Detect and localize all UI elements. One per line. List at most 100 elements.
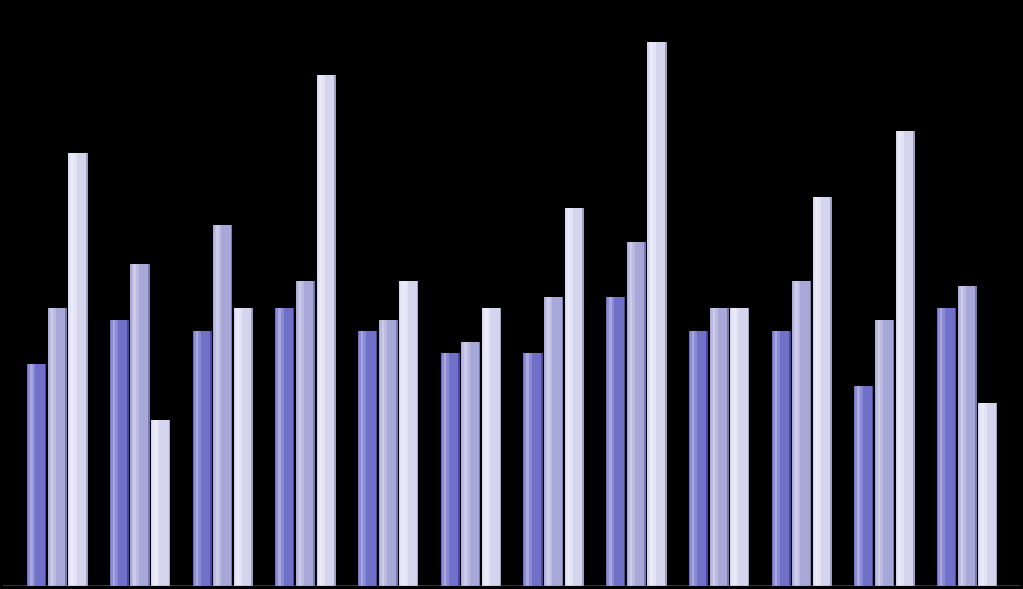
- Bar: [133, 264, 136, 586]
- Bar: [630, 241, 632, 586]
- Bar: [299, 280, 302, 586]
- Bar: [402, 280, 405, 586]
- Bar: [880, 319, 894, 586]
- Bar: [627, 241, 644, 586]
- Bar: [941, 309, 957, 586]
- Bar: [875, 319, 892, 586]
- Bar: [296, 280, 313, 586]
- Bar: [151, 419, 169, 586]
- Bar: [487, 309, 501, 586]
- Bar: [321, 75, 336, 586]
- Bar: [525, 353, 532, 586]
- Bar: [461, 342, 479, 586]
- Bar: [49, 309, 56, 586]
- Bar: [795, 280, 798, 586]
- Bar: [280, 309, 295, 586]
- Bar: [711, 309, 718, 586]
- Bar: [978, 403, 996, 586]
- Bar: [72, 153, 74, 586]
- Bar: [900, 131, 915, 586]
- Bar: [895, 131, 914, 586]
- Bar: [771, 330, 789, 586]
- Bar: [297, 280, 304, 586]
- Bar: [566, 209, 573, 586]
- Bar: [570, 209, 584, 586]
- Bar: [878, 319, 881, 586]
- Bar: [628, 241, 635, 586]
- Bar: [382, 319, 384, 586]
- Bar: [52, 309, 66, 586]
- Bar: [611, 297, 625, 586]
- Bar: [606, 297, 624, 586]
- Bar: [237, 309, 239, 586]
- Bar: [379, 319, 396, 586]
- Bar: [631, 241, 646, 586]
- Bar: [131, 264, 148, 586]
- Bar: [400, 280, 407, 586]
- Bar: [712, 309, 715, 586]
- Bar: [109, 319, 128, 586]
- Polygon shape: [3, 586, 1023, 589]
- Bar: [547, 297, 549, 586]
- Bar: [442, 353, 449, 586]
- Bar: [238, 309, 253, 586]
- Bar: [940, 309, 942, 586]
- Bar: [384, 319, 398, 586]
- Bar: [32, 364, 46, 586]
- Bar: [979, 403, 986, 586]
- Bar: [545, 297, 552, 586]
- Bar: [898, 131, 901, 586]
- Bar: [690, 330, 697, 586]
- Bar: [859, 386, 874, 586]
- Bar: [316, 75, 335, 586]
- Bar: [961, 286, 963, 586]
- Bar: [485, 309, 488, 586]
- Bar: [548, 297, 564, 586]
- Bar: [692, 330, 695, 586]
- Bar: [362, 330, 377, 586]
- Bar: [649, 42, 656, 586]
- Bar: [466, 342, 481, 586]
- Bar: [27, 364, 45, 586]
- Bar: [937, 309, 954, 586]
- Bar: [983, 403, 997, 586]
- Bar: [213, 225, 231, 586]
- Bar: [483, 309, 490, 586]
- Bar: [814, 197, 821, 586]
- Bar: [710, 309, 727, 586]
- Bar: [115, 319, 129, 586]
- Bar: [694, 330, 708, 586]
- Bar: [28, 364, 36, 586]
- Bar: [876, 319, 883, 586]
- Bar: [235, 309, 242, 586]
- Bar: [359, 330, 366, 586]
- Bar: [197, 330, 212, 586]
- Bar: [30, 364, 33, 586]
- Bar: [358, 330, 375, 586]
- Bar: [464, 342, 466, 586]
- Bar: [216, 225, 219, 586]
- Bar: [155, 419, 170, 586]
- Bar: [214, 225, 221, 586]
- Bar: [380, 319, 387, 586]
- Bar: [51, 309, 53, 586]
- Bar: [527, 353, 529, 586]
- Bar: [462, 342, 470, 586]
- Bar: [793, 280, 801, 586]
- Bar: [218, 225, 232, 586]
- Bar: [648, 42, 665, 586]
- Bar: [278, 309, 280, 586]
- Bar: [714, 309, 728, 586]
- Bar: [70, 153, 77, 586]
- Bar: [774, 330, 777, 586]
- Bar: [154, 419, 157, 586]
- Bar: [938, 309, 945, 586]
- Bar: [135, 264, 149, 586]
- Bar: [855, 386, 862, 586]
- Bar: [482, 309, 499, 586]
- Bar: [897, 131, 904, 586]
- Bar: [110, 319, 118, 586]
- Bar: [445, 353, 459, 586]
- Bar: [854, 386, 872, 586]
- Bar: [276, 309, 283, 586]
